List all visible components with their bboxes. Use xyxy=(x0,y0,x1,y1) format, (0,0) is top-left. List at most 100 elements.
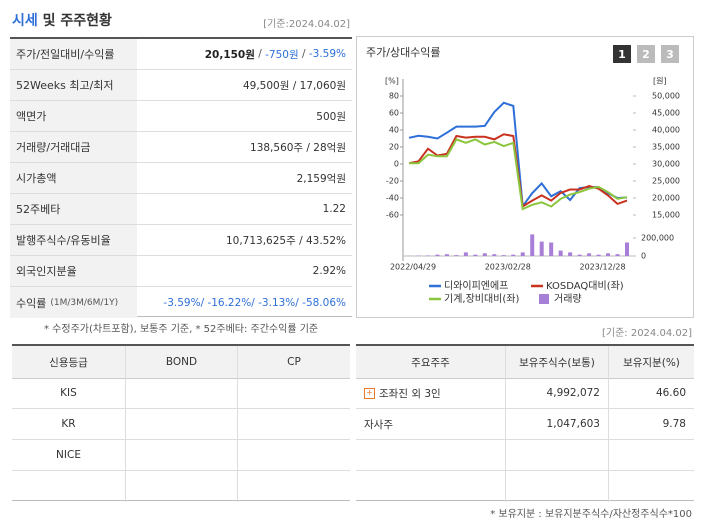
volume-bar xyxy=(511,254,516,256)
volume-bar xyxy=(501,255,506,256)
table-cell: 9.78 xyxy=(608,409,694,439)
table-cell xyxy=(237,440,350,470)
row-value: 2,159억원 xyxy=(297,163,346,193)
row-label: 액면가 xyxy=(10,101,137,131)
price-table: 주가/전일대비/수익률 20,150원 / -750원 / -3.59% 52Wee… xyxy=(10,37,352,318)
header-cell: 신용등급 xyxy=(49,356,88,369)
volume-bar xyxy=(558,250,563,256)
volume-bar xyxy=(482,253,487,256)
table-cell: KR xyxy=(12,409,125,439)
row-label: 수익률 (1M/3M/6M/1Y) xyxy=(10,287,137,318)
holder-table: 주요주주 보유주식수(보통) 보유지분(%) + 조좌진 외 3인 4,992,072 46… xyxy=(356,344,694,502)
table-cell xyxy=(125,440,237,470)
value-part: 20,150원 xyxy=(204,48,255,61)
label-text: 수익률 xyxy=(16,296,47,310)
row-value: 138,560주 / 28억원 xyxy=(250,132,346,162)
label-text: 52Weeks 최고/최저 xyxy=(16,79,114,92)
table-row: 자사주 1,047,603 9.78 xyxy=(356,409,694,440)
label-text: 주가/전일대비/수익률 xyxy=(16,48,115,61)
table-row: 거래량/거래대금 138,560주 / 28억원 xyxy=(10,132,352,163)
volume-bar xyxy=(473,254,478,256)
legend-label: 디와이피엔에프 xyxy=(444,280,508,292)
table-row: 수익률 (1M/3M/6M/1Y) -3.59%/ -16.22%/ -3.13%/… xyxy=(10,287,352,318)
rating-agency: KIS xyxy=(60,387,77,399)
volume-tick-label: 200,000 xyxy=(641,234,674,243)
volume-bar xyxy=(539,241,544,256)
label-text: 발행주식수/유동비율 xyxy=(16,234,111,247)
basis-date: [기준:2024.04.02] xyxy=(263,19,350,30)
row-value: 2.92% xyxy=(313,256,346,286)
volume-bar xyxy=(587,253,592,256)
table-cell: + 조좌진 외 3인 xyxy=(356,378,505,408)
value-part: / xyxy=(254,48,266,60)
volume-tick-label: 0 xyxy=(641,252,646,261)
row-value: -3.59%/ -16.22%/ -3.13%/ -58.06% xyxy=(163,287,346,318)
table-row: 52Weeks 최고/최저 49,500원 / 17,060원 xyxy=(10,70,352,101)
table-cell xyxy=(125,409,237,439)
row-label: 발행주식수/유동비율 xyxy=(10,225,137,255)
holder-cell: 9.78 xyxy=(662,418,686,430)
volume-bar xyxy=(568,252,573,256)
row-value: 10,713,625주 / 43.52% xyxy=(226,225,346,255)
legend-label: KOSDAQ대비(좌) xyxy=(546,280,624,292)
volume-bar xyxy=(435,254,440,256)
table-cell xyxy=(356,440,505,470)
y2-tick-label: 30,000 xyxy=(652,160,680,169)
volume-bar xyxy=(615,254,620,256)
section-title: 시세 및 주주현황 xyxy=(12,10,112,30)
holder-cell: 46.60 xyxy=(655,387,686,399)
table-row: 시가총액 2,159억원 xyxy=(10,163,352,194)
header-cell: BOND xyxy=(125,346,237,378)
expand-icon[interactable]: + xyxy=(364,387,375,399)
label-text: 시가총액 xyxy=(16,172,57,185)
volume-bar xyxy=(444,254,449,256)
table-cell xyxy=(356,471,505,502)
table-cell xyxy=(237,378,350,408)
value-part: -750원 xyxy=(265,48,299,61)
y2-tick-label: 40,000 xyxy=(652,126,680,135)
legend-label: 거래량 xyxy=(554,293,582,305)
row-value: 500원 xyxy=(316,101,346,131)
table-cell xyxy=(505,471,608,502)
label-text: 52주베타 xyxy=(16,203,61,216)
y-tick-label: -40 xyxy=(386,194,399,203)
y-tick-label: 20 xyxy=(389,143,399,152)
table-cell xyxy=(12,471,125,502)
chart-button[interactable] xyxy=(613,45,631,63)
chart-button[interactable] xyxy=(661,45,679,63)
table-row xyxy=(356,471,694,502)
value-text: 500원 xyxy=(316,110,346,123)
y-tick-label: 80 xyxy=(389,92,399,101)
y2-tick-label: 45,000 xyxy=(652,109,680,118)
header-cell: 주요주주 xyxy=(411,356,450,369)
table-cell: NICE xyxy=(12,440,125,470)
table-cell: 1,047,603 xyxy=(505,409,608,439)
table-row: NICE xyxy=(12,440,350,471)
label-text: 거래량/거래대금 xyxy=(16,141,91,154)
table-header: 주요주주 보유주식수(보통) 보유지분(%) xyxy=(356,346,694,379)
volume-bar xyxy=(463,252,468,256)
header-cell: 보유주식수(보통) xyxy=(505,346,608,378)
x-tick-label: 2022/04/29 xyxy=(390,263,436,272)
holder-cell: 조좌진 외 3인 xyxy=(379,387,441,400)
series-line xyxy=(409,138,628,211)
y2-tick-label: 50,000 xyxy=(652,92,680,101)
table-cell xyxy=(505,440,608,470)
header-cell: 보유지분(%) xyxy=(608,346,694,378)
table-row: KR xyxy=(12,409,350,440)
y-tick-label: -60 xyxy=(386,211,399,220)
chart-button[interactable] xyxy=(637,45,655,63)
row-label: 주가/전일대비/수익률 xyxy=(10,39,137,69)
row-label: 52주베타 xyxy=(10,194,137,224)
volume-bar xyxy=(549,242,554,256)
y-tick-label: 60 xyxy=(389,109,399,118)
value-text: 138,560주 / 28억원 xyxy=(250,141,346,154)
table-cell: KIS xyxy=(12,378,125,408)
y-tick-label: 40 xyxy=(389,126,399,135)
rating-table: 신용등급 BOND CP KIS KR NICE xyxy=(12,344,350,502)
y2-tick-label: 25,000 xyxy=(652,177,680,186)
row-value: 49,500원 / 17,060원 xyxy=(243,70,346,100)
rating-agency: KR xyxy=(61,418,76,430)
table-cell xyxy=(237,471,350,502)
